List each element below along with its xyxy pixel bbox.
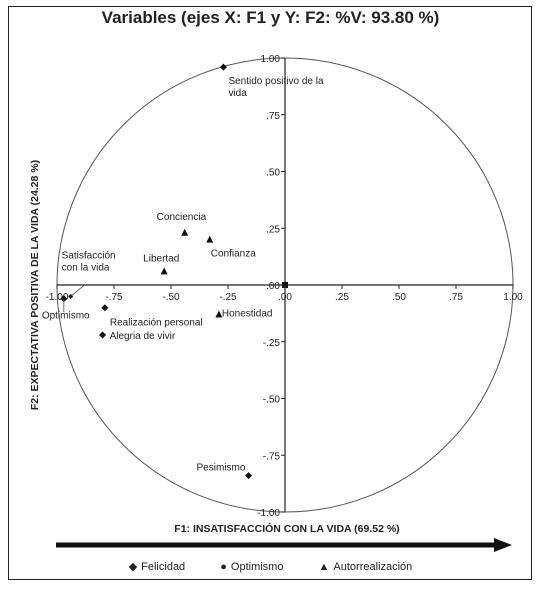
x-axis-title: F1: INSATISFACCIÓN CON LA VIDA (69.52 %) bbox=[174, 522, 399, 535]
x-tick-label: -.75 bbox=[105, 292, 123, 303]
point-marker-triangle bbox=[215, 310, 223, 318]
point-label: Alegria de vivir bbox=[110, 331, 176, 342]
x-tick-label: -.50 bbox=[162, 292, 180, 303]
legend-item-optimismo: ● Optimismo bbox=[220, 561, 284, 573]
y-tick-label: -.50 bbox=[263, 395, 281, 406]
x-tick-label: .25 bbox=[335, 292, 349, 303]
legend-item-autorrealizacion: ▲ Autorrealización bbox=[318, 561, 413, 573]
x-tick-label: -.25 bbox=[219, 292, 237, 303]
x-axis-arrow-head bbox=[494, 538, 512, 552]
point-marker-triangle bbox=[206, 235, 214, 243]
legend-label-optimismo: Optimismo bbox=[230, 561, 284, 573]
y-tick-label: 1.00 bbox=[261, 54, 281, 65]
point-label: Libertad bbox=[143, 253, 179, 264]
y-tick-label: .75 bbox=[266, 111, 280, 122]
legend-label-felicidad: Felicidad bbox=[141, 561, 186, 573]
point-marker-diamond bbox=[99, 331, 107, 339]
chart-title: Variables (ejes X: F1 y Y: F2: %V: 93.80… bbox=[101, 8, 440, 27]
y-tick-label: .25 bbox=[266, 224, 280, 235]
point-label: Pesimismo bbox=[197, 463, 246, 474]
point-marker-diamond bbox=[219, 63, 227, 71]
y-axis-title: F2: EXPECTATIVA POSITIVA DE LA VIDA (24.… bbox=[29, 160, 41, 410]
point-label: Realización personal bbox=[110, 318, 203, 329]
label-leader-line bbox=[70, 284, 85, 297]
point-label: Conciencia bbox=[157, 212, 207, 223]
legend: ◆ Felicidad ● Optimismo ▲ Autorrealización bbox=[0, 560, 541, 573]
point-label: Confianza bbox=[211, 249, 256, 260]
x-tick-label: .00 bbox=[278, 292, 292, 303]
legend-item-felicidad: ◆ Felicidad bbox=[128, 561, 186, 573]
x-tick-label: .50 bbox=[392, 292, 406, 303]
y-tick-label: -1.00 bbox=[257, 508, 280, 519]
point-marker-triangle bbox=[160, 267, 168, 275]
point-label: Honestidad bbox=[222, 309, 273, 320]
x-tick-label: .75 bbox=[449, 292, 463, 303]
point-marker-triangle bbox=[181, 228, 189, 236]
y-tick-label: -.75 bbox=[263, 451, 281, 462]
chart-frame bbox=[8, 6, 532, 580]
y-tick-label: .00 bbox=[266, 281, 280, 292]
point-marker-diamond bbox=[101, 304, 109, 312]
point-marker-diamond bbox=[245, 472, 253, 480]
y-tick-label: -.25 bbox=[263, 338, 281, 349]
x-tick-label: -1.00 bbox=[46, 292, 69, 303]
legend-label-autorrealizacion: Autorrealización bbox=[333, 561, 413, 573]
point-label: Optimismo bbox=[42, 311, 90, 322]
point-label: Sentido positivo de la vida bbox=[228, 76, 324, 99]
y-tick-label: .50 bbox=[266, 168, 280, 179]
x-tick-label: 1.00 bbox=[503, 292, 523, 303]
point-label: Satisfacción con la vida bbox=[62, 250, 116, 273]
